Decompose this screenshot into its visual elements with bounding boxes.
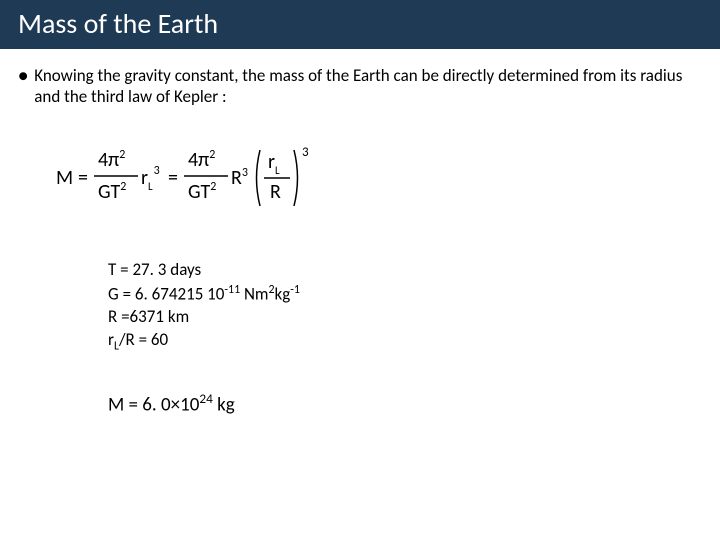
slide-title: Mass of the Earth [18,6,218,41]
given-values: T = 27. 3 days G = 6. 674215 10-11 Nm2kg… [108,259,702,355]
formula-lhs: M [56,166,73,190]
formula-paren-num: rL [268,150,280,177]
title-bar: Mass of the Earth [0,0,720,49]
slide-body: ● Knowing the gravity constant, the mass… [0,49,720,417]
formula-den-a: GT2 [98,180,126,204]
slide: Mass of the Earth ● Knowing the gravity … [0,0,720,540]
bullet-marker: ● [18,65,28,108]
formula-paren-sup: 3 [302,145,309,160]
bullet-item: ● Knowing the gravity constant, the mass… [18,65,702,108]
formula-den-b: GT2 [188,180,216,204]
formula-svg: M = 4π2 GT2 rL3 = 4π2 GT2 R3 [56,138,356,218]
given-T: T = 27. 3 days [108,259,702,282]
bullet-text: Knowing the gravity constant, the mass o… [34,65,702,108]
formula-rparen [294,150,298,206]
formula-num-b: 4π2 [188,148,215,172]
result-line: M = 6. 0×1024 kg [108,391,702,417]
formula-rL: rL3 [141,164,160,193]
formula-block: M = 4π2 GT2 rL3 = 4π2 GT2 R3 [56,138,702,223]
formula-eq1: = [78,166,88,190]
formula-eq2: = [168,166,178,190]
formula-paren-den: R [270,180,281,204]
formula-num-a: 4π2 [98,148,125,172]
formula-R3: R3 [231,166,248,190]
given-R: R =6371 km [108,306,702,329]
formula-lparen [257,150,261,206]
given-rLR: rL/R = 60 [108,329,702,354]
given-G: G = 6. 674215 10-11 Nm2kg-1 [108,282,702,307]
